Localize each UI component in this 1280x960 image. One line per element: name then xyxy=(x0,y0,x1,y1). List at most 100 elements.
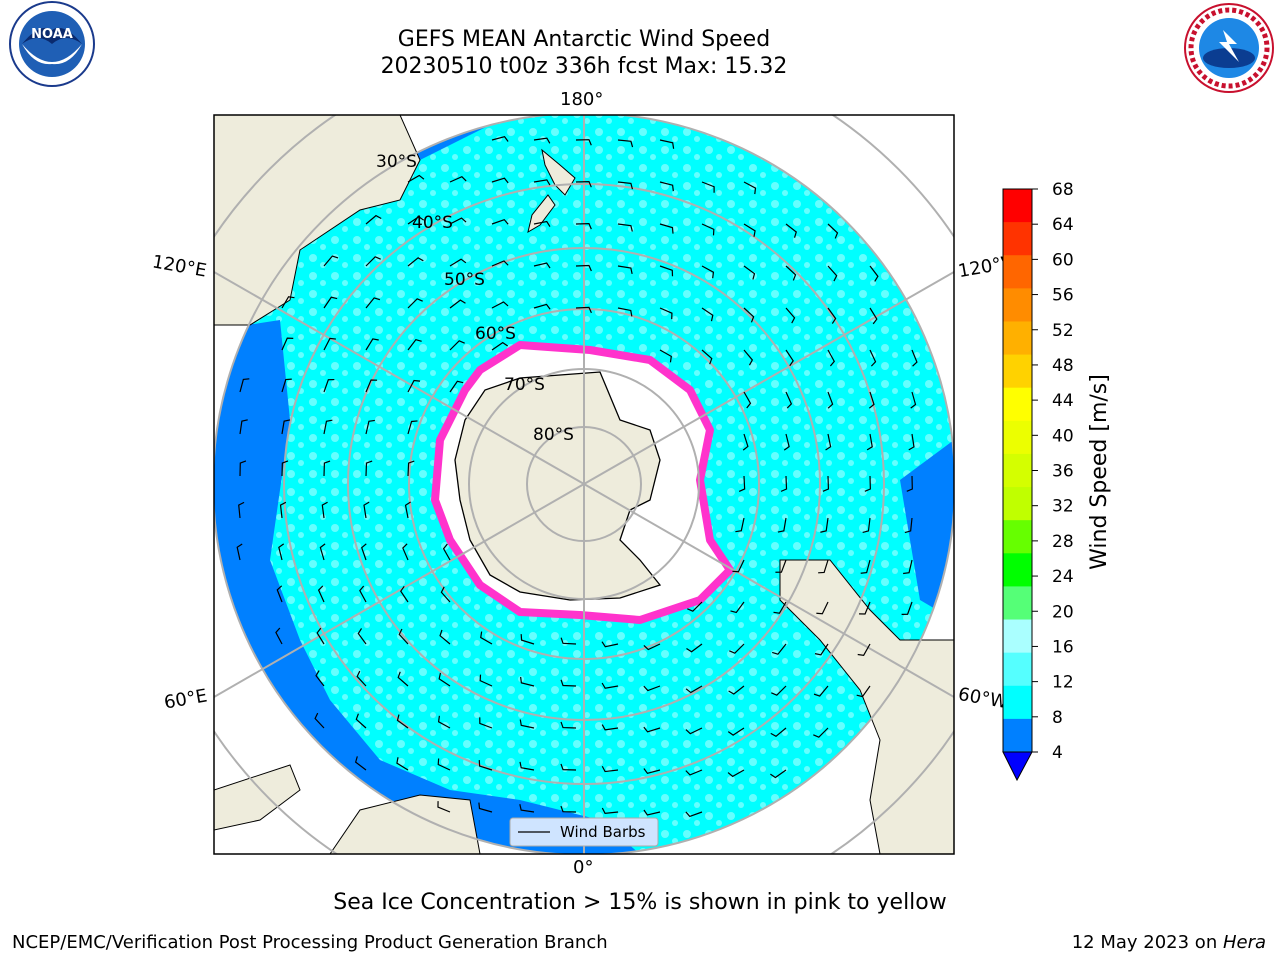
wind-barb xyxy=(866,433,873,451)
lat-label-60s: 60°S xyxy=(475,324,516,344)
wind-barb xyxy=(869,265,879,282)
wind-barb xyxy=(701,181,715,193)
wind-barb xyxy=(701,307,714,322)
colorbar-segment xyxy=(1003,718,1032,753)
colorbar-tick-label: 32 xyxy=(1052,497,1074,517)
wind-barb xyxy=(365,256,381,267)
colorbar-segment xyxy=(1003,487,1032,521)
wind-barb xyxy=(727,727,745,736)
wind-barb xyxy=(780,475,788,492)
wind-barb xyxy=(479,717,493,729)
wind-barb xyxy=(449,176,467,183)
wind-barb xyxy=(533,303,551,310)
colorbar-tick-label: 36 xyxy=(1052,462,1074,482)
colorbar-tick-label: 68 xyxy=(1052,180,1074,200)
wind-barb xyxy=(519,719,535,729)
wind-barb xyxy=(617,181,634,190)
wind-barb xyxy=(238,501,245,519)
wind-barb xyxy=(449,380,464,393)
noaa-logo-text: NOAA xyxy=(31,27,73,42)
wind-barb xyxy=(785,307,796,324)
wind-barb xyxy=(491,301,509,309)
wind-barb xyxy=(449,340,465,351)
colorbar-segment xyxy=(1003,685,1032,720)
wind-barb xyxy=(354,756,367,771)
wind-barb xyxy=(365,297,381,309)
wind-barb xyxy=(575,139,592,146)
wind-barb xyxy=(775,559,787,573)
wind-barb xyxy=(533,220,551,227)
wind-barb xyxy=(732,559,745,573)
wind-barb xyxy=(281,296,295,309)
low-wind-region-w xyxy=(214,320,640,854)
wind-barb xyxy=(743,223,756,237)
wind-barb xyxy=(822,475,830,492)
wind-barb xyxy=(357,628,367,645)
wind-barb xyxy=(407,174,425,183)
wind-barb xyxy=(904,517,913,534)
colorbar-segment xyxy=(1003,453,1032,488)
wind-barb xyxy=(281,460,289,477)
colorbar-tick-label: 52 xyxy=(1052,321,1074,341)
wind-barb xyxy=(480,631,493,645)
wind-barb xyxy=(773,601,787,614)
colorbar-tick-label: 44 xyxy=(1052,391,1074,411)
new-zealand-south xyxy=(527,194,556,234)
wind-barb xyxy=(239,460,247,477)
madagascar-land xyxy=(214,764,301,831)
wind-barb xyxy=(743,349,754,366)
colorbar-segments xyxy=(1002,188,1033,753)
wind-barb xyxy=(491,177,509,184)
wind-barb xyxy=(355,713,367,729)
wind-barb xyxy=(827,391,834,409)
wind-barb xyxy=(560,721,577,729)
colorbar-extend-arrow xyxy=(1002,751,1033,782)
wind-barb xyxy=(659,307,673,320)
wind-barb xyxy=(239,419,248,435)
wind-barb xyxy=(560,763,577,771)
wind-barb xyxy=(643,809,661,816)
wind-barb xyxy=(743,391,752,409)
footer-credit: NCEP/EMC/Verification Post Processing Pr… xyxy=(12,932,608,953)
wind-barb xyxy=(659,349,672,363)
wind-barb xyxy=(643,768,661,775)
wind-barb xyxy=(827,223,839,239)
wind-barb xyxy=(728,685,745,695)
colorbar-segment xyxy=(1003,189,1032,223)
wind-barb xyxy=(770,769,787,779)
wind-barb xyxy=(601,641,619,648)
wind-barb xyxy=(437,758,451,771)
wind-barb xyxy=(533,179,551,186)
wind-barb xyxy=(777,517,787,533)
wind-barb xyxy=(770,727,787,738)
wind-barb xyxy=(643,726,661,733)
wind-barb xyxy=(407,460,415,477)
wind-barb xyxy=(407,379,421,393)
wind-barb xyxy=(735,517,745,533)
wind-barb xyxy=(407,298,423,309)
wind-barb xyxy=(323,460,331,477)
wind-barbs-layer xyxy=(236,135,918,818)
wind-barb xyxy=(730,601,745,614)
wind-barb xyxy=(365,460,373,477)
wind-barb xyxy=(743,181,757,195)
low-wind-region-e xyxy=(900,440,954,620)
wind-barb xyxy=(738,475,746,492)
lat-label-70s: 70°S xyxy=(504,375,545,395)
wind-barbs-legend: Wind Barbs xyxy=(509,817,659,847)
wind-barb xyxy=(825,433,832,451)
wind-barb xyxy=(659,265,674,277)
wind-barb xyxy=(862,517,871,533)
colorbar-segment xyxy=(1003,222,1032,256)
colorbar-segment xyxy=(1003,288,1032,322)
wind-barb xyxy=(617,307,633,317)
wind-barb xyxy=(491,260,509,267)
wind-barb xyxy=(575,306,592,314)
lon-label-0: 0° xyxy=(573,857,594,878)
colorbar-tick-label: 56 xyxy=(1052,286,1074,306)
wind-barb xyxy=(643,685,661,692)
wind-barb xyxy=(437,801,451,813)
wind-barb xyxy=(869,307,878,325)
colorbar-tick-label: 40 xyxy=(1052,426,1074,446)
